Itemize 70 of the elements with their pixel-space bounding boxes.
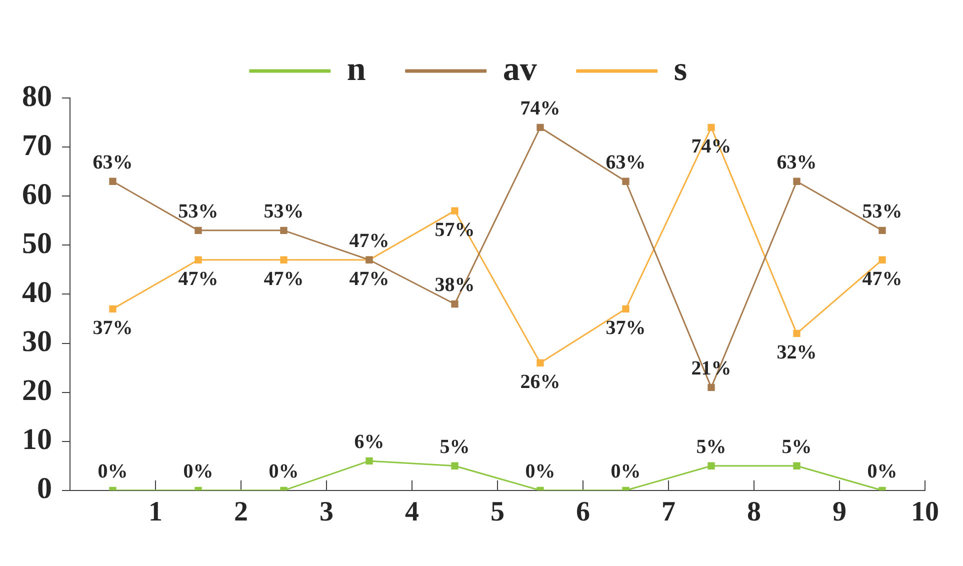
x-tick-label: 10 — [911, 496, 939, 528]
data-label: 47% — [862, 268, 902, 290]
data-label: 5% — [696, 436, 726, 458]
x-tick-label: 6 — [576, 496, 590, 528]
data-label: 53% — [178, 200, 218, 223]
data-label: 53% — [862, 200, 902, 223]
data-label: 53% — [264, 200, 304, 223]
point — [451, 300, 458, 308]
data-label: 74% — [520, 98, 560, 120]
point — [194, 256, 202, 264]
x-tick-label: 3 — [320, 496, 334, 528]
point — [878, 256, 886, 264]
point — [366, 457, 373, 465]
x-tick-label: 9 — [832, 496, 846, 528]
data-label: 26% — [520, 371, 560, 394]
y-tick-label: 10 — [22, 423, 52, 456]
y-tick-label: 70 — [22, 128, 52, 162]
x-tick-label: 5 — [490, 496, 504, 528]
data-label: 63% — [606, 152, 646, 174]
point — [793, 330, 800, 338]
point — [536, 359, 544, 366]
point — [878, 226, 886, 234]
data-label: 0% — [867, 460, 898, 483]
point — [109, 178, 116, 185]
data-label: 32% — [776, 342, 817, 364]
data-label: 63% — [776, 152, 817, 174]
y-tick-label: 60 — [22, 178, 52, 211]
legend-label: n — [346, 50, 366, 88]
y-tick-label: 20 — [22, 374, 52, 408]
data-label: 63% — [92, 152, 133, 174]
data-label: 5% — [440, 436, 470, 458]
x-tick-label: 8 — [747, 496, 761, 528]
data-label: 0% — [610, 460, 641, 483]
data-label: 47% — [178, 268, 218, 290]
x-tick-label: 4 — [405, 496, 419, 528]
x-tick-label: 2 — [234, 496, 248, 528]
y-tick-label: 50 — [22, 226, 52, 260]
y-tick-label: 0 — [37, 472, 52, 506]
y-tick-label: 30 — [22, 325, 52, 358]
legend-label: av — [502, 50, 537, 88]
point — [280, 226, 288, 234]
point — [793, 462, 800, 470]
data-label: 6% — [354, 431, 384, 454]
data-label: 47% — [264, 268, 304, 290]
data-label: 47% — [349, 268, 390, 290]
data-label: 0% — [183, 460, 214, 483]
point — [280, 256, 288, 264]
data-label: 5% — [782, 436, 812, 458]
data-label: 0% — [525, 460, 556, 483]
y-tick-label: 40 — [22, 276, 52, 309]
point — [194, 226, 202, 234]
data-label: 0% — [268, 460, 299, 483]
point — [708, 462, 715, 470]
point — [622, 305, 630, 312]
x-tick-label: 1 — [148, 496, 162, 528]
point — [622, 178, 630, 185]
y-tick-label: 80 — [22, 80, 52, 113]
data-label: 37% — [606, 317, 646, 340]
point — [708, 384, 715, 391]
point — [109, 305, 116, 312]
point — [708, 124, 715, 132]
point — [451, 207, 458, 214]
legend-label: s — [674, 50, 688, 88]
data-label: 37% — [92, 317, 133, 340]
x-tick-label: 7 — [662, 496, 676, 528]
point — [451, 462, 458, 470]
point — [536, 124, 544, 132]
data-label: 0% — [98, 460, 128, 483]
data-label: 47% — [349, 230, 390, 252]
point — [793, 178, 800, 185]
